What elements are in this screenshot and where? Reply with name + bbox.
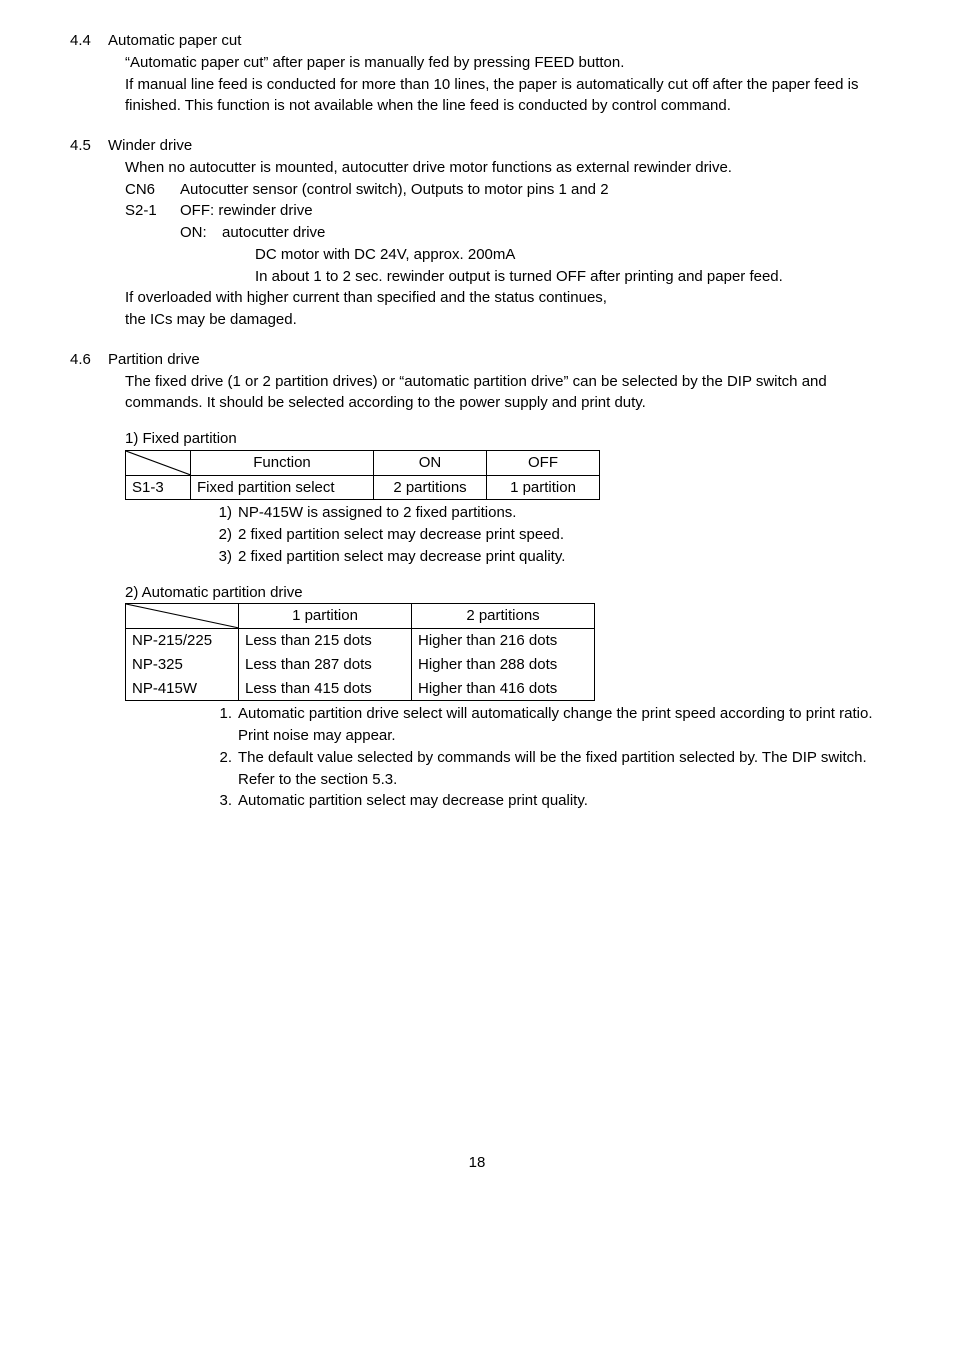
sec-4-6-para: The fixed drive (1 or 2 partition drives…	[125, 371, 884, 415]
s2-1-on-value: autocutter drive	[222, 222, 325, 244]
diagonal-icon	[126, 451, 190, 475]
t2-note-3-n: 3.	[210, 790, 232, 812]
t2-r1-p1: Less than 215 dots	[239, 629, 412, 653]
t2-note-1-n: 1.	[210, 703, 232, 747]
t2-note-2-n: 2.	[210, 747, 232, 791]
overload-line-2: the ICs may be damaged.	[125, 309, 884, 331]
t2-diag-cell	[126, 604, 239, 629]
t2-r3-p2: Higher than 416 dots	[412, 677, 595, 701]
cn6-value: Autocutter sensor (control switch), Outp…	[180, 179, 609, 201]
t1-note-2-n: 2)	[210, 524, 232, 546]
sec-4-4-title: Automatic paper cut	[108, 30, 884, 52]
page-root: 4.4 Automatic paper cut “Automatic paper…	[0, 0, 954, 1204]
t2-note-3-t: Automatic partition select may decrease …	[238, 790, 588, 812]
t2-r3-p1: Less than 415 dots	[239, 677, 412, 701]
t1-r1-off: 1 partition	[487, 475, 600, 500]
t2-r3-m: NP-415W	[126, 677, 239, 701]
s2-1-label: S2-1	[125, 200, 180, 222]
auto-partition-caption: 2) Automatic partition drive	[125, 582, 884, 604]
sec-4-5-line1: When no autocutter is mounted, autocutte…	[125, 157, 884, 179]
section-4-6: 4.6 Partition drive The fixed drive (1 o…	[70, 349, 884, 812]
fixed-partition-caption: 1) Fixed partition	[125, 428, 884, 450]
auto-partition-table: 1 partition 2 partitions NP-215/225 Less…	[125, 603, 595, 701]
page-number: 18	[70, 1152, 884, 1174]
overload-line-1: If overloaded with higher current than s…	[125, 287, 884, 309]
sec-4-5-num: 4.5	[70, 135, 100, 157]
t2-r2-p2: Higher than 288 dots	[412, 653, 595, 677]
t2-r2-p1: Less than 287 dots	[239, 653, 412, 677]
s2-1-off: OFF: rewinder drive	[180, 200, 313, 222]
s2-1-on-label: ON:	[180, 222, 214, 244]
fixed-partition-table: Function ON OFF S1-3 Fixed partition sel…	[125, 450, 600, 501]
t1-r1-code: S1-3	[126, 475, 191, 500]
t1-note-1-n: 1)	[210, 502, 232, 524]
t2-h-2p: 2 partitions	[412, 604, 595, 629]
t1-notes: 1) NP-415W is assigned to 2 fixed partiti…	[210, 502, 884, 567]
diagonal-icon	[126, 604, 238, 628]
section-4-5: 4.5 Winder drive When no autocutter is m…	[70, 135, 884, 331]
t1-h-on: ON	[374, 450, 487, 475]
t2-r1-p2: Higher than 216 dots	[412, 629, 595, 653]
dc-motor-line: DC motor with DC 24V, approx. 200mA	[255, 244, 884, 266]
sec-4-4-para: “Automatic paper cut” after paper is man…	[125, 52, 884, 117]
section-4-4: 4.4 Automatic paper cut “Automatic paper…	[70, 30, 884, 117]
t2-h-1p: 1 partition	[239, 604, 412, 629]
table-diag-cell	[126, 450, 191, 475]
t1-h-function: Function	[191, 450, 374, 475]
t2-notes: 1.Automatic partition drive select will …	[210, 703, 880, 812]
t1-note-1-t: NP-415W is assigned to 2 fixed partition…	[238, 502, 516, 524]
sec-4-6-num: 4.6	[70, 349, 100, 371]
rewinder-line: In about 1 to 2 sec. rewinder output is …	[255, 266, 884, 288]
t1-h-off: OFF	[487, 450, 600, 475]
t1-r1-on: 2 partitions	[374, 475, 487, 500]
sec-4-5-title: Winder drive	[108, 135, 884, 157]
t2-note-2-t: The default value selected by commands w…	[238, 747, 880, 791]
t1-note-2-t: 2 fixed partition select may decrease pr…	[238, 524, 564, 546]
t1-note-3-t: 2 fixed partition select may decrease pr…	[238, 546, 565, 568]
t2-r2-m: NP-325	[126, 653, 239, 677]
t2-r1-m: NP-215/225	[126, 629, 239, 653]
t2-note-1-t: Automatic partition drive select will au…	[238, 703, 880, 747]
t1-r1-func: Fixed partition select	[191, 475, 374, 500]
cn6-label: CN6	[125, 179, 180, 201]
sec-4-6-title: Partition drive	[108, 349, 884, 371]
sec-4-4-num: 4.4	[70, 30, 100, 52]
t1-note-3-n: 3)	[210, 546, 232, 568]
